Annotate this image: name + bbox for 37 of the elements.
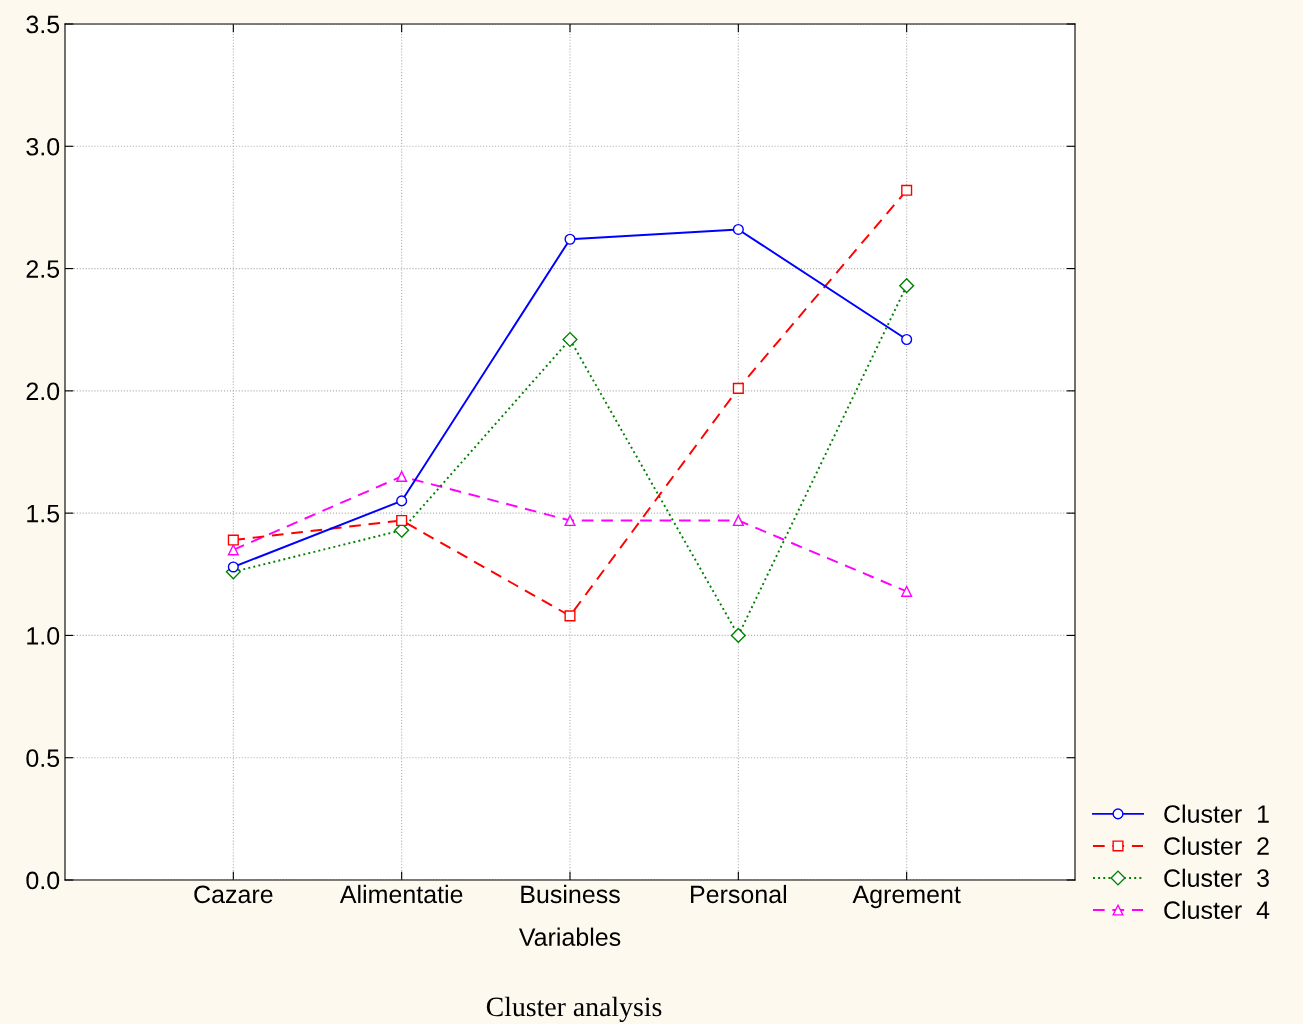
x-tick-label: Personal [691,884,786,904]
point [227,534,239,546]
point [732,382,744,394]
point [732,514,744,527]
point [227,544,239,556]
text: Cluster analysis [486,996,662,1022]
y-tick-label: 3.0 [26,137,60,156]
x-tick-label: Alimentatie [339,884,463,904]
y-tick-label: 1.0 [27,627,60,645]
legend-label: Cluster 2 [1164,836,1269,855]
x-axis-title: Variables [518,927,621,946]
point [562,331,578,348]
point [730,627,746,643]
x-tick-label: Business [521,884,620,904]
y-tick-label: 0.5 [26,749,60,768]
point [564,514,576,527]
x-tick-label: Agrement [852,885,961,909]
point [227,561,239,573]
point [901,333,913,346]
point [901,184,913,196]
point [901,585,913,597]
y-tick-label: 2.5 [26,260,60,278]
y-tick-label: 1.5 [27,505,60,523]
legend-label: Cluster 4 [1164,900,1270,920]
point [396,470,408,483]
legend-label: Cluster 1 [1164,804,1269,823]
y-tick-label: 0.0 [26,871,60,890]
x-tick-label: Cazare [194,885,273,904]
point [899,278,915,294]
y-tick-label: 2.0 [26,382,60,401]
point [732,223,744,235]
legend-label: Cluster 3 [1164,868,1269,887]
point [564,233,576,245]
point [396,495,408,507]
y-tick-label: 3.5 [26,15,60,34]
point [564,610,576,622]
point [396,514,408,527]
